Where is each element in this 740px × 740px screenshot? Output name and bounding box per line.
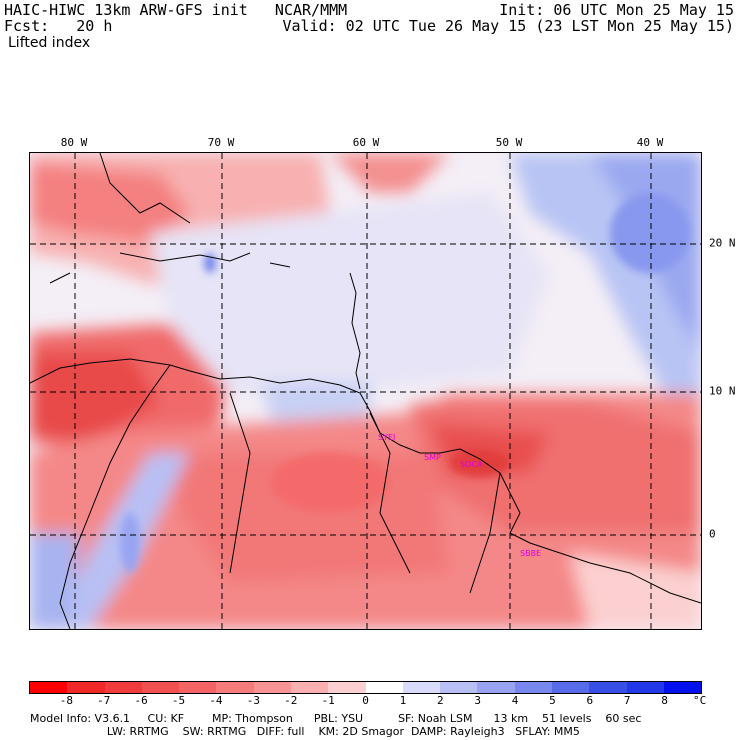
colorbar-segment bbox=[589, 682, 627, 693]
colorbar bbox=[29, 681, 702, 694]
colorbar-segment bbox=[30, 682, 68, 693]
colorbar-tick: 4 bbox=[511, 694, 519, 707]
colorbar-unit: °C bbox=[693, 694, 707, 707]
lat-label-10n: 10 N bbox=[709, 384, 736, 398]
colorbar-segment bbox=[179, 682, 217, 693]
model-info-line2: LW: RRTMG SW: RRTMG DIFF: full KM: 2D Sm… bbox=[30, 725, 580, 738]
colorbar-segment bbox=[514, 682, 552, 693]
colorbar-tick: -4 bbox=[209, 694, 223, 707]
colorbar-tick: 6 bbox=[586, 694, 594, 707]
city-label: SMP bbox=[424, 453, 441, 462]
colorbar-segment bbox=[626, 682, 664, 693]
colorbar-segment bbox=[477, 682, 515, 693]
coastlines bbox=[30, 153, 701, 629]
colorbar-tick: -8 bbox=[59, 694, 73, 707]
lon-label-40w: 40 W bbox=[636, 136, 664, 149]
colorbar-segment bbox=[216, 682, 254, 693]
colorbar-tick: -2 bbox=[284, 694, 298, 707]
init-time: Init: 06 UTC Mon 25 May 15 bbox=[499, 1, 734, 19]
lon-label-80w: 80 W bbox=[60, 136, 88, 149]
colorbar-segment bbox=[104, 682, 142, 693]
model-info-line1: Model Info: V3.6.1 CU: KF MP: Thompson P… bbox=[30, 712, 642, 725]
colorbar-segment bbox=[663, 682, 702, 693]
colorbar-tick: 5 bbox=[549, 694, 556, 707]
colorbar-segment bbox=[365, 682, 403, 693]
colorbar-tick: -5 bbox=[171, 694, 186, 707]
colorbar-tick: 8 bbox=[661, 694, 668, 707]
valid-time: Valid: 02 UTC Tue 26 May 15 (23 LST Mon … bbox=[282, 17, 734, 35]
lifted-index-map: SYEI SMP SOCA SBBE bbox=[29, 152, 702, 630]
colorbar-tick: 0 bbox=[362, 694, 369, 707]
colorbar-segment bbox=[141, 682, 180, 693]
colorbar-segment bbox=[440, 682, 478, 693]
colorbar-segment bbox=[402, 682, 441, 693]
map-canvas: SYEI SMP SOCA SBBE bbox=[30, 153, 701, 629]
field-name: Lifted index bbox=[8, 35, 91, 51]
lon-label-70w: 70 W bbox=[207, 136, 235, 149]
colorbar-tick: 2 bbox=[436, 694, 444, 707]
lat-label-0: 0 bbox=[709, 527, 716, 541]
city-label: SBBE bbox=[520, 549, 541, 558]
colorbar-segment bbox=[328, 682, 366, 693]
colorbar-tick: 7 bbox=[623, 694, 631, 707]
colorbar-segment bbox=[551, 682, 590, 693]
colorbar-tick: -6 bbox=[134, 694, 148, 707]
colorbar-tick: -1 bbox=[321, 694, 335, 707]
colorbar-tick: 3 bbox=[474, 694, 481, 707]
chart-title: HAIC-HIWC 13km ARW-GFS init NCAR/MMM bbox=[4, 1, 348, 19]
city-label: SOCA bbox=[460, 460, 483, 469]
colorbar-segment bbox=[290, 682, 329, 693]
colorbar-segment bbox=[67, 682, 105, 693]
grid-lines bbox=[30, 153, 701, 629]
lon-label-50w: 50 W bbox=[495, 136, 523, 149]
forecast-hour: Fcst: 20 h bbox=[4, 17, 113, 35]
colorbar-tick: 1 bbox=[399, 694, 407, 707]
city-labels: SYEI SMP SOCA SBBE bbox=[378, 433, 541, 558]
colorbar-tick: -3 bbox=[246, 694, 260, 707]
colorbar-segment bbox=[253, 682, 291, 693]
city-label: SYEI bbox=[378, 433, 395, 442]
lat-label-20n: 20 N bbox=[709, 236, 736, 250]
colorbar-tick: -7 bbox=[97, 694, 111, 707]
lon-label-60w: 60 W bbox=[352, 136, 380, 149]
